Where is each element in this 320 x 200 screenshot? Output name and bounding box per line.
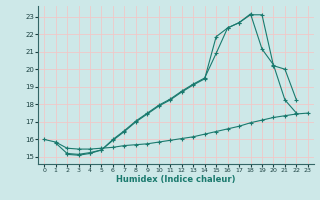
X-axis label: Humidex (Indice chaleur): Humidex (Indice chaleur) — [116, 175, 236, 184]
